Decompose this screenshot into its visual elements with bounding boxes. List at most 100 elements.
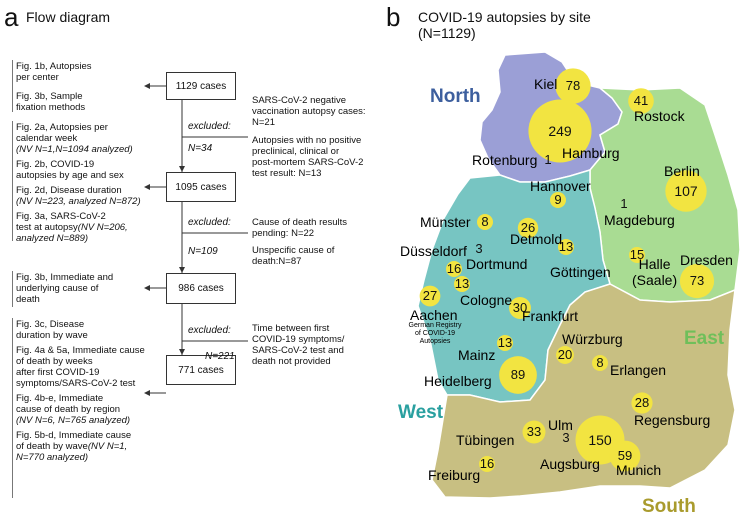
value-t-bingen: 33 [527, 424, 541, 439]
value-rostock: 41 [634, 93, 648, 108]
city-kiel: Kiel [534, 76, 558, 92]
city-freiburg: Freiburg [428, 467, 481, 483]
bubble-munich [609, 440, 641, 472]
bubble-regensburg [631, 392, 653, 414]
city-gottingen: Göttingen [550, 264, 611, 280]
city-dresden: Dresden [680, 252, 733, 268]
flow-box-1129: 1129 cases [166, 72, 236, 100]
value-mainz: 13 [498, 335, 512, 350]
value-berlin: 107 [674, 183, 698, 199]
region-label-west: West [398, 402, 444, 423]
city-wurzburg: Würzburg [562, 331, 623, 347]
region-label-south: South [642, 496, 696, 517]
value-m-nster: 8 [481, 214, 488, 229]
city-magdeburg: Magdeburg [604, 212, 675, 228]
region-south [431, 283, 736, 499]
value-munich: 59 [618, 448, 632, 463]
bubble-kiel [555, 68, 591, 104]
city-hannover: Hannover [530, 178, 591, 194]
city-heidelberg: Heidelberg [424, 373, 492, 389]
city-regensburg: Regensburg [634, 412, 711, 428]
value-regensburg: 28 [635, 395, 649, 410]
city-mainz: Mainz [458, 347, 496, 363]
bubble-freiburg [479, 456, 495, 472]
city-frankfurt: Frankfurt [522, 308, 579, 324]
city-aachen: Aachen [410, 307, 458, 323]
city-ulm: Ulm [548, 417, 573, 433]
city-munich: Munich [616, 462, 662, 478]
bubble-hannover [550, 192, 566, 208]
bubble-halle-saale- [629, 247, 645, 263]
bubble-dresden [679, 263, 715, 299]
value-dresden: 73 [690, 273, 704, 288]
value-dortmund: 16 [447, 261, 461, 276]
panel-a-title: Flow diagram [26, 9, 111, 25]
bubble-g-ttingen [558, 239, 574, 255]
value-detmold: 26 [521, 220, 535, 235]
value-aachen: 27 [423, 288, 437, 303]
value-rotenburg: 1 [544, 152, 551, 167]
region-label-east: East [684, 328, 725, 349]
panel-b-title: COVID-19 autopsies by site (N=1129) [418, 9, 591, 41]
city-tubingen: Tübingen [456, 432, 515, 448]
city-detmold: Detmold [510, 231, 563, 247]
city-augsburg: Augsburg [540, 456, 600, 472]
flow-box-771: 771 cases [166, 355, 236, 385]
value-magdeburg: 1 [620, 196, 627, 211]
city-berlin: Berlin [664, 163, 700, 179]
value-w-rzburg: 20 [558, 347, 572, 362]
value-erlangen: 8 [596, 355, 603, 370]
value-frankfurt: 30 [513, 300, 527, 315]
exclusion-note-2a: Cause of death results pending: N=22 [252, 217, 348, 239]
excluded-label-1: excluded: [188, 121, 231, 132]
bubble-t-bingen [522, 420, 546, 444]
n-value-3: N=221 [205, 351, 235, 362]
bubble-erlangen [592, 355, 608, 371]
value-hannover: 9 [554, 192, 561, 207]
panel-a-letter: a [4, 2, 19, 32]
exclusion-note-1b: Autopsies with no positive preclinical, c… [252, 135, 364, 179]
city-munster: Münster [420, 214, 471, 230]
bubble-detmold [517, 217, 539, 239]
bubble-rostock [628, 88, 654, 114]
value-hamburg: 249 [548, 123, 572, 139]
city-halle: Halle (Saale) [632, 256, 678, 288]
flow-box-1095: 1095 cases [166, 172, 236, 202]
aachen-note: German Registry of COVID-19 Autopsies [408, 322, 462, 345]
excluded-label-3: excluded: [188, 325, 231, 336]
value-ulm: 3 [562, 430, 569, 445]
city-rotenburg: Rotenburg [472, 152, 538, 168]
left-group-2: Fig. 2a, Autopsies per calendar week (NV … [16, 122, 141, 244]
bubble-frankfurt [509, 297, 531, 319]
bubble-heidelberg [499, 356, 537, 394]
exclusion-note-2b: Unspecific cause of death:N=87 [252, 245, 335, 267]
bubble-aachen [419, 285, 441, 307]
bubble-berlin [665, 170, 707, 212]
city-hamburg: Hamburg [562, 145, 620, 161]
bubble-cologne [454, 276, 470, 292]
value-heidelberg: 89 [511, 367, 525, 382]
bubble-mainz [497, 335, 513, 351]
left-group-4: Fig. 3c, Disease duration by wave Fig. 4a… [16, 319, 145, 463]
value-augsburg: 150 [588, 432, 612, 448]
flow-box-986: 986 cases [166, 273, 236, 304]
bubble-dortmund [446, 261, 462, 277]
value-d-sseldorf: 3 [475, 241, 482, 256]
city-cologne: Cologne [460, 292, 513, 308]
city-dusseldorf: Düsseldorf [400, 243, 467, 259]
value-g-ttingen: 13 [559, 239, 573, 254]
bubble-w-rzburg [556, 346, 574, 364]
region-label-north: North [430, 86, 481, 107]
value-freiburg: 16 [480, 456, 494, 471]
exclusion-note-1a: SARS-CoV-2 negative vaccination autopsy c… [252, 95, 366, 128]
bubble-hamburg [528, 99, 592, 163]
panel-b-letter: b [386, 2, 401, 32]
city-erlangen: Erlangen [610, 362, 667, 378]
excluded-label-2: excluded: [188, 217, 231, 228]
value-cologne: 13 [455, 276, 469, 291]
value-kiel: 78 [566, 78, 580, 93]
exclusion-note-3: Time between first COVID-19 symptoms/SARS… [252, 323, 345, 367]
left-group-1: Fig. 1b, Autopsies per center Fig. 3b, Sa… [16, 61, 92, 113]
city-rostock: Rostock [634, 108, 685, 124]
